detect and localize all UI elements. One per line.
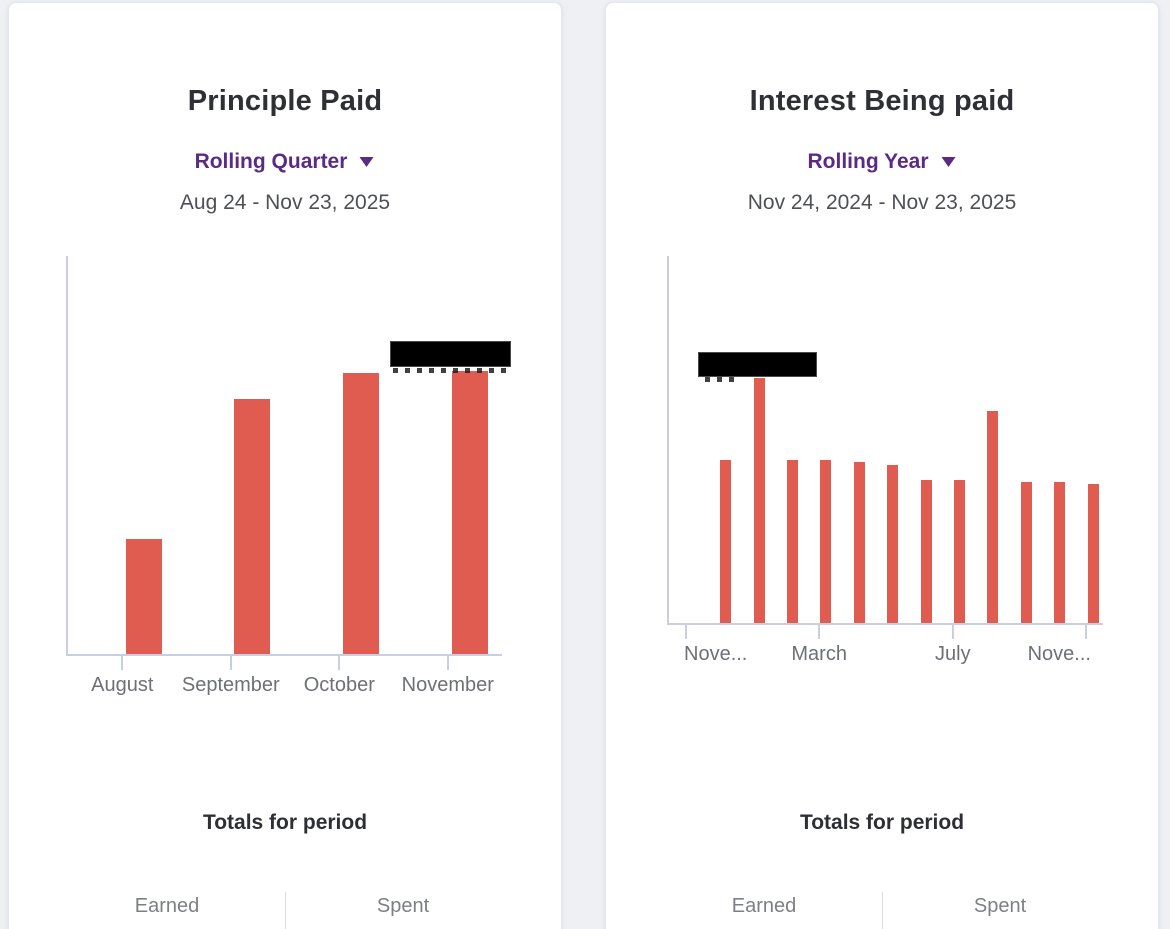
bar-oct-2025[interactable] <box>1054 482 1066 623</box>
earned-column-label: Earned <box>134 895 200 917</box>
x-axis-tick <box>1085 625 1088 639</box>
x-axis-tick <box>338 656 341 670</box>
x-axis-label: November <box>401 674 494 696</box>
bar-may-2025[interactable] <box>887 464 899 623</box>
totals-column-divider <box>285 892 286 929</box>
bar-november[interactable] <box>451 371 488 654</box>
principle-paid-bar-chart: August September October November <box>66 256 511 696</box>
bar-august[interactable] <box>125 538 162 654</box>
bar-jul-2025[interactable] <box>953 480 965 623</box>
x-axis-label: October <box>303 674 375 696</box>
x-axis-label: Nove... <box>1027 643 1091 665</box>
totals-column-divider <box>882 892 883 929</box>
bar-mar-2025[interactable] <box>820 460 832 623</box>
bar-sep-2025[interactable] <box>1020 482 1032 623</box>
date-range-label: Nov 24, 2024 - Nov 23, 2025 <box>747 191 1017 214</box>
x-axis-label: August <box>91 674 154 696</box>
totals-row: Earned Spent <box>606 895 1158 918</box>
interest-being-paid-bar-chart: Nove... March July Nove... <box>667 256 1103 665</box>
bar-jun-2025[interactable] <box>920 480 932 623</box>
bar-dec-2024[interactable] <box>720 460 732 623</box>
interest-being-paid-card: Interest Being paid Rolling Year Nov 24,… <box>605 2 1159 929</box>
x-axis-label: Nove... <box>684 643 748 665</box>
redacted-data-label <box>390 341 511 367</box>
spent-column-label: Spent <box>973 895 1027 917</box>
earned-column-label: Earned <box>731 895 797 917</box>
bar-apr-2025[interactable] <box>853 462 865 623</box>
redacted-label-remnant <box>393 368 507 373</box>
bar-jan-2025[interactable] <box>753 377 765 623</box>
bar-nov-2025[interactable] <box>1087 484 1099 623</box>
x-axis-tick <box>951 625 954 639</box>
principle-paid-card: Principle Paid Rolling Quarter Aug 24 - … <box>8 2 562 929</box>
x-axis-label: July <box>935 643 971 665</box>
period-selector-dropdown[interactable]: Rolling Year <box>606 150 1158 174</box>
redacted-label-remnant <box>705 377 735 382</box>
bar-aug-2025[interactable] <box>987 410 999 623</box>
card-title: Principle Paid <box>187 85 383 117</box>
bar-feb-2025[interactable] <box>787 460 798 623</box>
x-axis-tick <box>446 656 449 670</box>
x-axis-tick <box>229 656 232 670</box>
card-title: Interest Being paid <box>749 85 1015 117</box>
totals-row: Earned Spent <box>9 895 561 918</box>
x-axis-tick <box>818 625 821 639</box>
bar-october[interactable] <box>343 373 379 654</box>
period-selector-dropdown[interactable]: Rolling Quarter <box>9 150 561 174</box>
bar-september[interactable] <box>234 399 271 654</box>
x-axis-tick <box>684 625 687 639</box>
caret-down-icon <box>941 157 955 167</box>
period-selector-label: Rolling Quarter <box>194 150 348 173</box>
x-axis-label: March <box>791 643 847 665</box>
spent-column-label: Spent <box>376 895 430 917</box>
totals-heading: Totals for period <box>202 811 368 834</box>
date-range-label: Aug 24 - Nov 23, 2025 <box>179 191 391 214</box>
redacted-data-label <box>698 352 817 377</box>
x-axis-label: September <box>181 674 280 696</box>
x-axis-tick <box>121 656 124 670</box>
caret-down-icon <box>359 157 374 167</box>
totals-heading: Totals for period <box>799 811 965 834</box>
period-selector-label: Rolling Year <box>807 150 929 173</box>
